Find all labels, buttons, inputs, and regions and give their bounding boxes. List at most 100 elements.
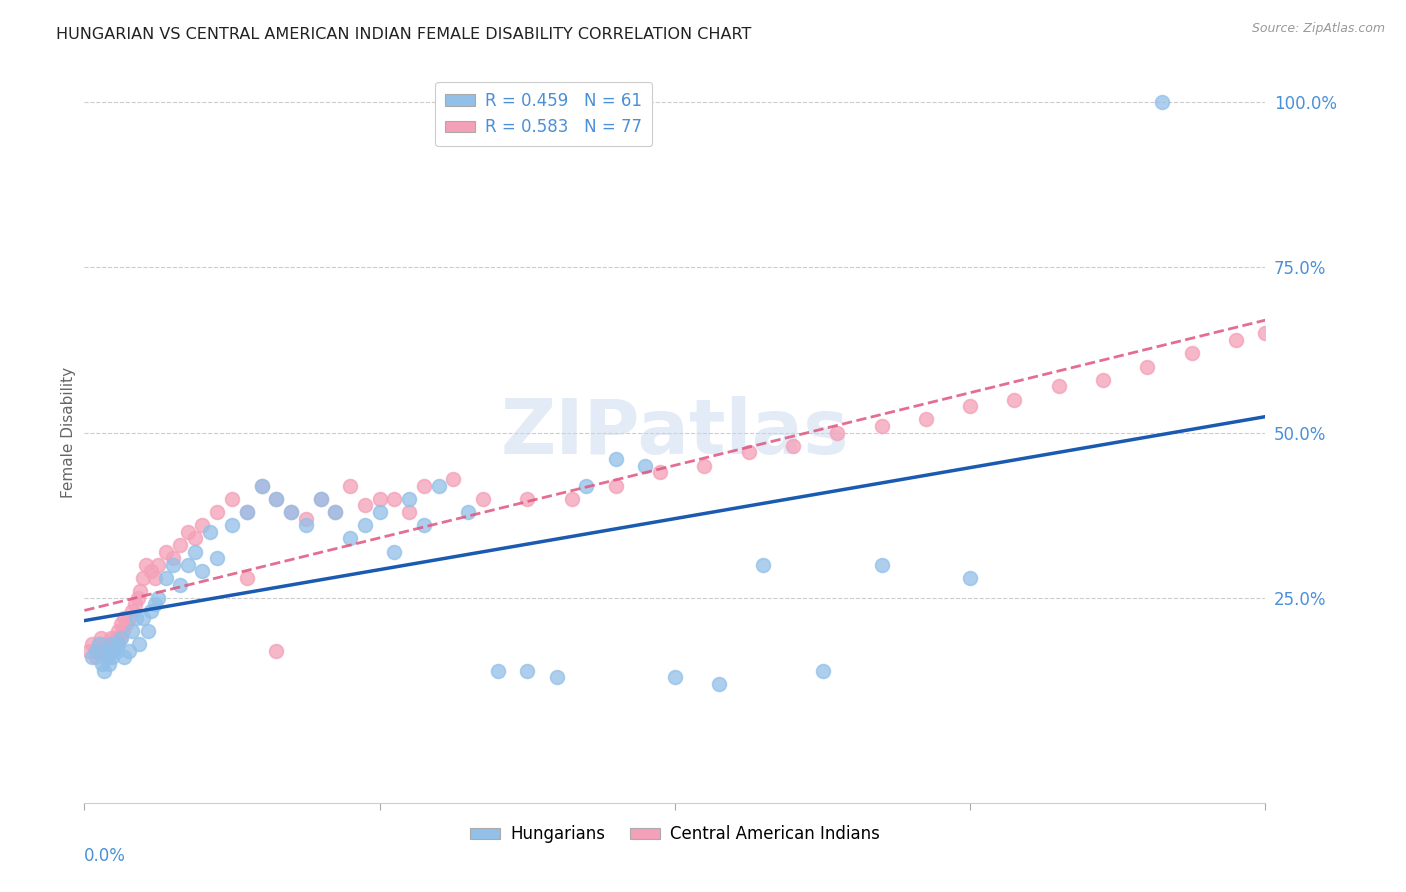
Point (280, 505, 302, 519)
Point (1254, 326, 1277, 341)
Point (339, 478, 361, 492)
Point (139, 565, 162, 579)
Point (427, 478, 450, 492)
Point (1092, 373, 1115, 387)
Point (398, 505, 420, 519)
Point (516, 491, 538, 506)
Point (93, 637, 115, 651)
Point (162, 551, 184, 566)
Point (105, 637, 128, 651)
Point (959, 399, 981, 413)
Point (105, 644, 128, 658)
Point (83, 644, 105, 658)
Point (250, 478, 273, 492)
Point (221, 491, 243, 506)
Point (443, 472, 465, 486)
Point (561, 491, 583, 506)
Point (280, 505, 302, 519)
Point (132, 611, 155, 625)
Point (693, 458, 716, 473)
Point (207, 505, 229, 519)
Point (125, 611, 148, 625)
Point (1004, 392, 1026, 407)
Point (634, 458, 657, 473)
Point (516, 664, 538, 678)
Point (124, 598, 146, 612)
Point (162, 558, 184, 572)
Point (398, 491, 420, 506)
Point (309, 491, 332, 506)
Point (129, 584, 152, 599)
Point (112, 611, 135, 625)
Point (101, 644, 124, 658)
Point (121, 604, 143, 618)
Point (96, 650, 118, 665)
Point (148, 558, 170, 572)
Point (110, 617, 132, 632)
Point (118, 611, 141, 625)
Point (457, 505, 479, 519)
Point (709, 677, 731, 691)
Point (198, 524, 221, 539)
Point (650, 465, 672, 479)
Point (295, 518, 318, 533)
Text: 0.0%: 0.0% (84, 847, 127, 865)
Point (128, 637, 150, 651)
Point (80, 650, 103, 665)
Point (110, 631, 132, 645)
Point (250, 478, 273, 492)
Point (148, 591, 170, 605)
Point (575, 478, 598, 492)
Point (664, 670, 686, 684)
Point (103, 644, 125, 658)
Point (98, 637, 121, 651)
Point (752, 558, 775, 572)
Point (236, 571, 259, 585)
Point (98, 657, 121, 671)
Point (486, 664, 509, 678)
Point (546, 670, 568, 684)
Point (184, 532, 207, 546)
Point (1136, 359, 1159, 374)
Point (94, 644, 117, 658)
Point (959, 571, 981, 585)
Point (96, 650, 118, 665)
Point (236, 505, 259, 519)
Point (114, 617, 136, 632)
Point (177, 524, 200, 539)
Point (207, 551, 229, 566)
Point (80, 637, 103, 651)
Point (368, 505, 391, 519)
Point (870, 558, 893, 572)
Point (169, 538, 191, 552)
Point (605, 478, 627, 492)
Point (870, 419, 893, 434)
Point (135, 558, 157, 572)
Point (191, 518, 214, 533)
Text: HUNGARIAN VS CENTRAL AMERICAN INDIAN FEMALE DISABILITY CORRELATION CHART: HUNGARIAN VS CENTRAL AMERICAN INDIAN FEM… (56, 27, 752, 42)
Point (295, 511, 318, 525)
Point (91, 657, 114, 671)
Point (108, 631, 131, 645)
Point (169, 577, 191, 591)
Point (118, 644, 141, 658)
Point (100, 631, 122, 645)
Point (139, 604, 162, 618)
Point (132, 571, 155, 585)
Point (191, 565, 214, 579)
Point (354, 499, 377, 513)
Point (103, 637, 125, 651)
Point (1047, 379, 1070, 393)
Text: ZIPatlas: ZIPatlas (501, 396, 849, 469)
Point (1150, 95, 1173, 109)
Point (266, 491, 288, 506)
Point (121, 624, 143, 638)
Y-axis label: Female Disability: Female Disability (60, 367, 76, 499)
Point (90, 631, 112, 645)
Point (177, 558, 200, 572)
Point (97, 644, 120, 658)
Point (325, 505, 347, 519)
Point (605, 452, 627, 467)
Point (1284, 307, 1306, 321)
Point (93, 664, 115, 678)
